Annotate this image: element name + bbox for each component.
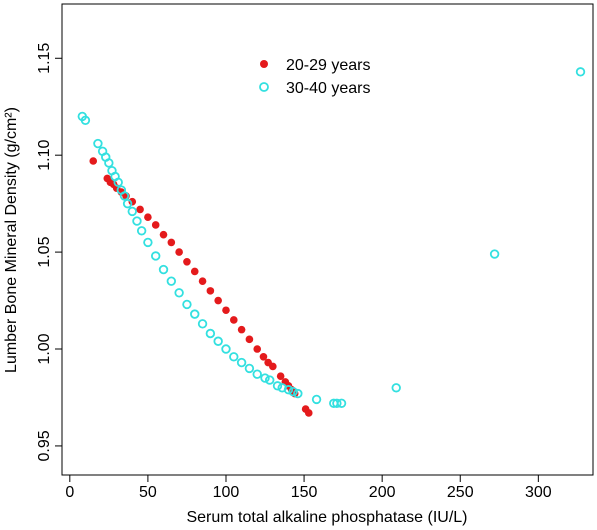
data-point bbox=[229, 352, 239, 362]
data-points bbox=[77, 67, 586, 417]
plot-frame bbox=[61, 3, 594, 476]
legend-label: 30-40 years bbox=[286, 80, 371, 97]
x-tick-label: 250 bbox=[447, 484, 474, 501]
data-point bbox=[119, 191, 130, 201]
data-point bbox=[128, 197, 137, 206]
legend: 20-29 years 30-40 years bbox=[259, 57, 371, 97]
x-tick-label: 100 bbox=[213, 484, 240, 501]
data-point bbox=[288, 386, 298, 397]
data-point bbox=[113, 177, 123, 188]
legend-marker bbox=[260, 60, 268, 68]
data-point bbox=[175, 248, 183, 256]
data-point bbox=[222, 306, 230, 315]
data-point bbox=[253, 345, 262, 353]
x-tick-label: 150 bbox=[291, 484, 318, 501]
data-point bbox=[391, 383, 401, 393]
data-point bbox=[80, 115, 91, 125]
data-point bbox=[167, 238, 176, 247]
data-point bbox=[245, 335, 254, 344]
data-point bbox=[332, 398, 342, 408]
data-point bbox=[190, 267, 199, 276]
data-point bbox=[237, 325, 246, 334]
x-tick-label: 0 bbox=[65, 484, 74, 501]
data-point bbox=[283, 385, 294, 395]
data-point bbox=[244, 363, 255, 374]
data-point bbox=[236, 357, 247, 368]
data-point bbox=[252, 369, 262, 379]
x-tick-label: 50 bbox=[139, 484, 157, 501]
data-point bbox=[206, 287, 215, 295]
x-tick-label: 200 bbox=[369, 484, 396, 501]
data-point bbox=[183, 257, 191, 266]
data-point bbox=[197, 319, 208, 329]
y-tick-label: 1.10 bbox=[36, 140, 53, 171]
data-point bbox=[93, 138, 103, 149]
data-point bbox=[304, 409, 313, 417]
x-axis: 0 50 100 150 200 250 300 bbox=[65, 475, 552, 501]
data-point bbox=[132, 216, 142, 226]
data-point bbox=[260, 373, 270, 383]
data-point bbox=[214, 296, 222, 305]
data-point bbox=[136, 205, 144, 214]
data-point bbox=[272, 381, 283, 391]
y-axis-title: Lumber Bone Mineral Density (g/cm²) bbox=[3, 107, 20, 373]
data-point bbox=[122, 198, 133, 209]
data-point bbox=[104, 158, 114, 168]
data-point bbox=[151, 221, 160, 229]
data-point bbox=[213, 336, 223, 346]
y-tick-label: 0.95 bbox=[36, 430, 53, 461]
y-axis: 0.95 1.00 1.05 1.10 1.15 bbox=[36, 43, 62, 461]
data-point bbox=[198, 277, 207, 285]
data-point bbox=[151, 251, 161, 261]
data-point bbox=[127, 206, 137, 217]
data-point bbox=[311, 394, 322, 405]
y-tick-label: 1.15 bbox=[36, 43, 53, 74]
data-point bbox=[143, 237, 153, 248]
data-point bbox=[89, 157, 98, 165]
data-point bbox=[174, 288, 184, 298]
legend-label: 20-29 years bbox=[286, 57, 371, 74]
data-point bbox=[159, 230, 168, 239]
data-point bbox=[269, 362, 277, 371]
x-tick-label: 300 bbox=[525, 484, 552, 501]
data-point bbox=[259, 352, 268, 361]
data-point bbox=[265, 375, 275, 385]
data-point bbox=[205, 328, 216, 339]
legend-marker bbox=[259, 82, 269, 92]
series-1 bbox=[89, 157, 313, 417]
data-point bbox=[182, 299, 192, 310]
data-point bbox=[190, 309, 200, 319]
data-point bbox=[158, 264, 169, 275]
data-point bbox=[144, 213, 152, 222]
y-tick-label: 1.05 bbox=[36, 236, 53, 267]
data-point bbox=[166, 276, 177, 286]
y-tick-label: 1.00 bbox=[36, 333, 53, 364]
data-point bbox=[293, 388, 303, 399]
data-point bbox=[276, 372, 285, 380]
data-point bbox=[336, 398, 347, 408]
data-point bbox=[575, 67, 586, 77]
data-point bbox=[136, 226, 147, 236]
series-2 bbox=[77, 67, 586, 408]
x-axis-title: Serum total alkaline phosphatase (IU/L) bbox=[186, 509, 467, 526]
data-point bbox=[229, 316, 238, 324]
data-point bbox=[489, 249, 500, 259]
data-point bbox=[221, 344, 231, 354]
